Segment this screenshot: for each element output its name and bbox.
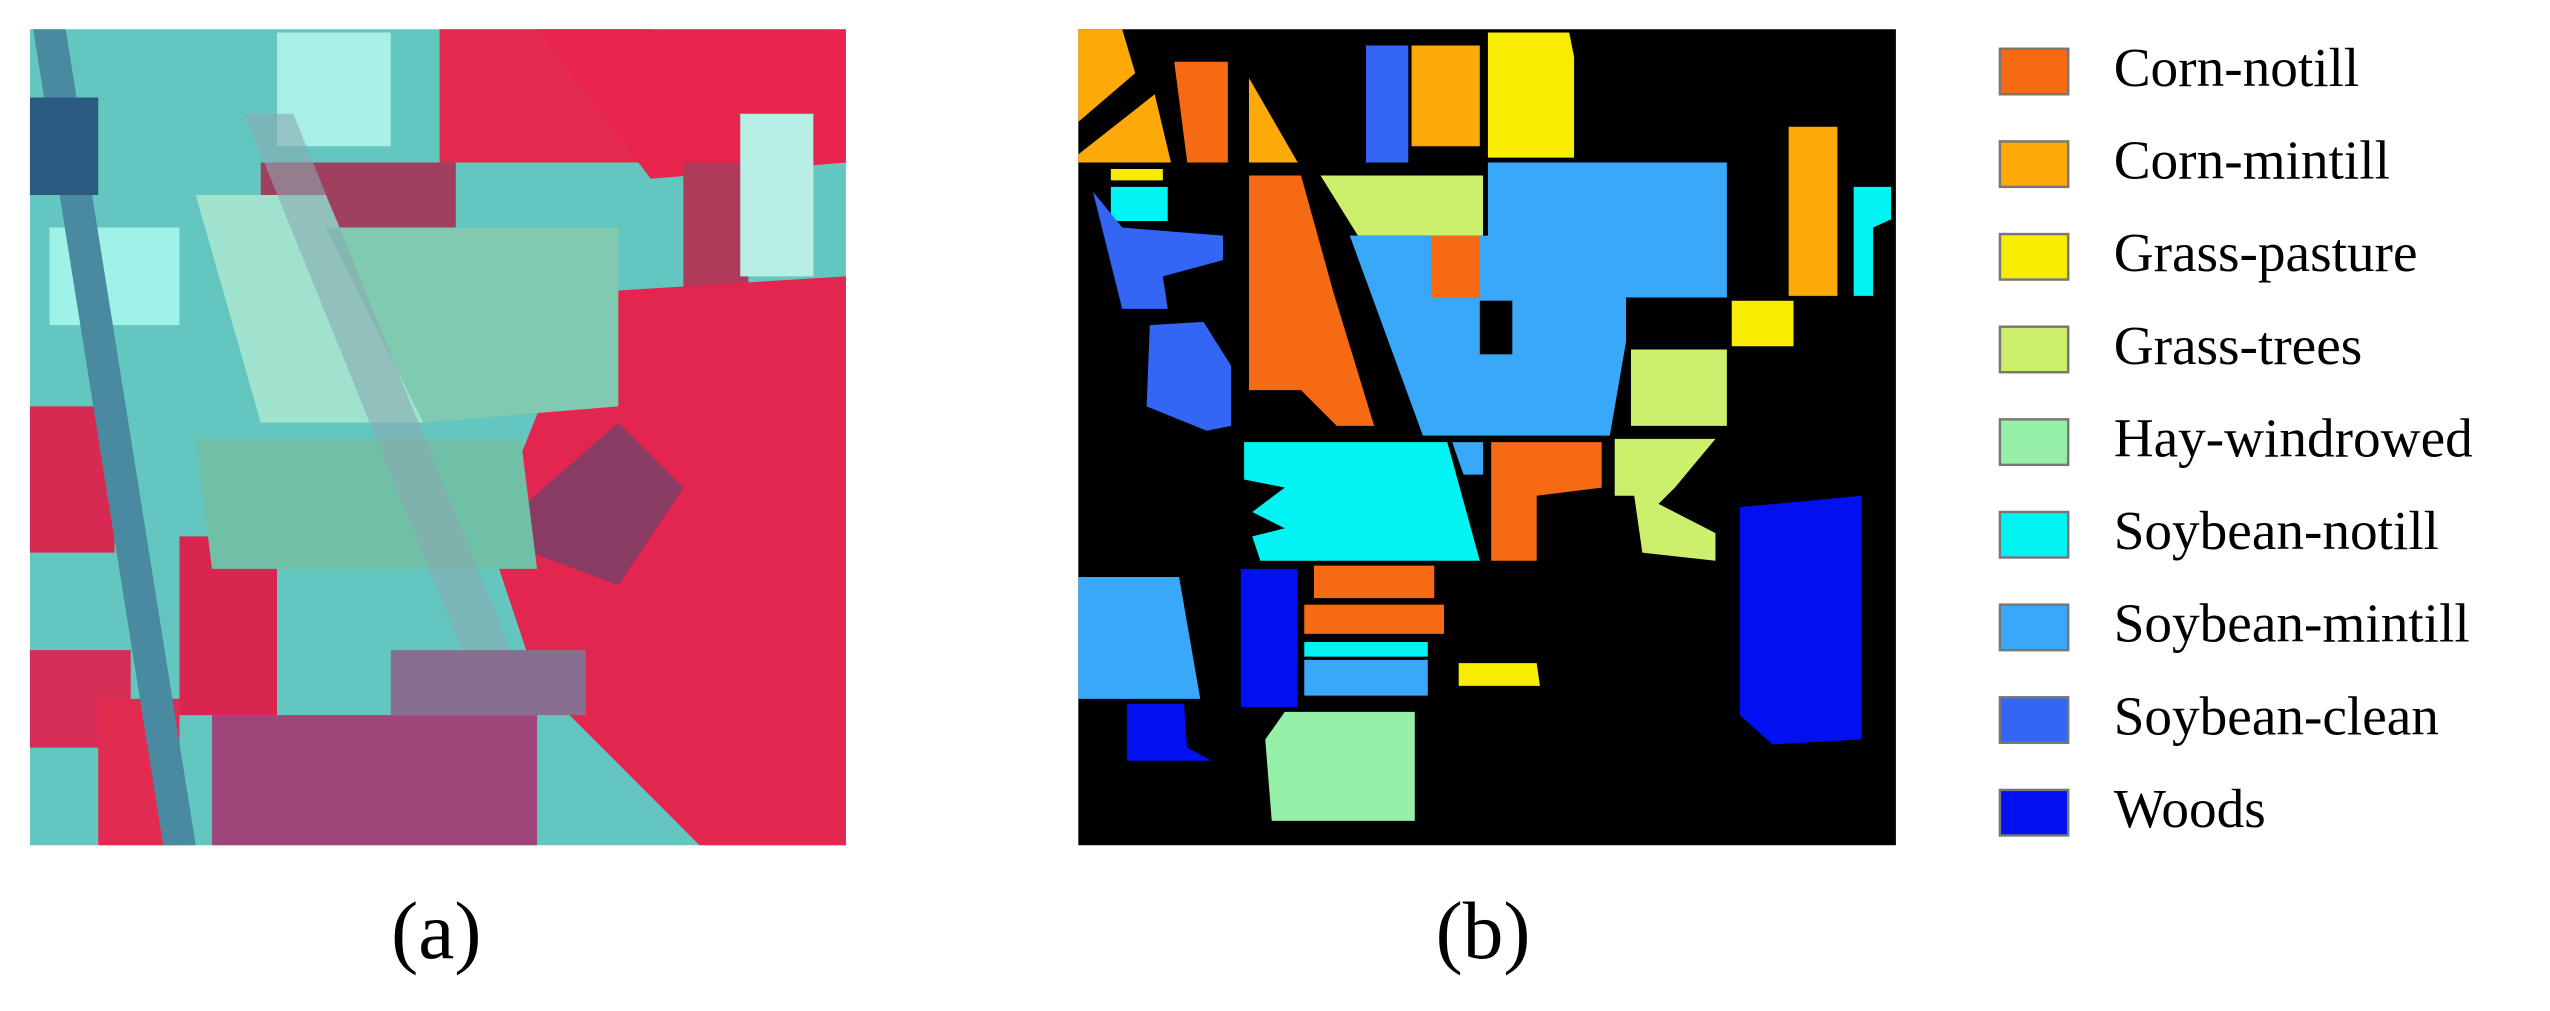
legend-label: Woods (2114, 778, 2266, 839)
legend-label: Grass-pasture (2114, 222, 2418, 283)
map-region (1304, 604, 1445, 634)
map-region (1110, 186, 1168, 222)
map-region (1739, 495, 1862, 745)
caption: (b) (1436, 886, 1531, 976)
legend-swatch (1998, 232, 2070, 281)
legend-swatch (1998, 140, 2070, 189)
map-region (1304, 659, 1428, 696)
legend-swatch (1998, 696, 2070, 745)
map-region (1092, 191, 1223, 309)
map-region (1731, 300, 1794, 347)
map-region (1110, 169, 1163, 181)
map-region (1078, 94, 1171, 163)
legend-swatch (1998, 788, 2070, 837)
legend: Corn-notill Corn-mintill Grass-pasture Gras… (1998, 37, 2473, 839)
legend-label: Corn-mintill (2114, 129, 2390, 190)
legend-swatch (1998, 418, 2070, 467)
map-region (1146, 321, 1232, 431)
legend-label: Soybean-mintill (2114, 593, 2470, 654)
map-region (1078, 577, 1201, 699)
map-region (1491, 442, 1602, 561)
map-region (1853, 186, 1892, 296)
map-region (1788, 126, 1838, 296)
legend-swatch (1998, 603, 2070, 652)
map-region (1248, 175, 1375, 426)
legend-label: Corn-notill (2114, 37, 2360, 98)
legend-label: Soybean-clean (2114, 685, 2439, 746)
map-region (1320, 175, 1484, 236)
legend-swatch (1998, 510, 2070, 559)
legend-swatch (1998, 325, 2070, 374)
map-region (1349, 162, 1727, 436)
map-region (1487, 32, 1575, 158)
map-region (1431, 235, 1480, 298)
legend-label: Hay-windrowed (2114, 407, 2473, 468)
map-region (1240, 568, 1298, 708)
legend-swatch (1998, 47, 2070, 96)
map-region (1265, 711, 1415, 821)
map-region (1304, 642, 1428, 657)
map-region (1127, 703, 1212, 761)
map-region (1078, 29, 1136, 122)
map-region (1479, 300, 1513, 355)
map-region (1314, 565, 1435, 599)
map-region (1248, 78, 1298, 163)
map-region (1366, 45, 1409, 163)
legend-label: Soybean-notill (2114, 500, 2439, 561)
caption: (a) (391, 886, 481, 976)
legend-label: Grass-trees (2114, 315, 2363, 376)
map-region (1174, 61, 1228, 163)
ground-truth-map (1078, 29, 1896, 846)
map-region (1614, 438, 1716, 561)
map-region (1452, 442, 1484, 475)
map-region (1630, 349, 1727, 426)
map-region (1244, 442, 1480, 561)
map-region (1411, 45, 1480, 147)
false-color-image (29, 29, 846, 846)
map-region (1458, 663, 1540, 686)
